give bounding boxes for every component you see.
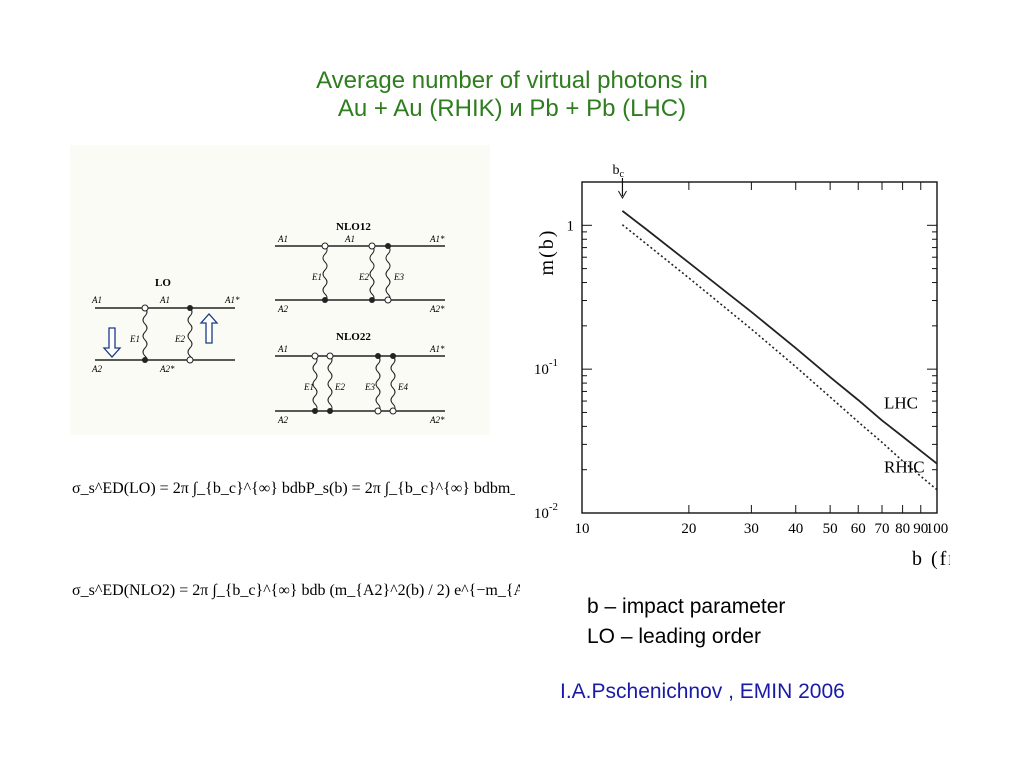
nlo22-photon-3 (375, 355, 381, 412)
x-tick-label: 70 (875, 521, 890, 537)
nlo12-photon-1 (322, 245, 328, 301)
nlo12-photon-2 (369, 245, 375, 301)
slide-title-line1: Average number of virtual photons in (316, 67, 708, 94)
series-label-lhc: LHC (884, 393, 918, 412)
lo-vertex (187, 305, 193, 311)
nlo22-e3: E3 (364, 382, 375, 392)
nlo22-photon-2 (327, 355, 333, 412)
lo-a2-in: A2 (91, 364, 102, 374)
chart-axes (581, 181, 938, 514)
note-leading-order: LO – leading order (587, 625, 761, 648)
lo-e2: E2 (174, 334, 185, 344)
slide-title-line2: Au + Au (RHIK) и Pb + Pb (LHC) (337, 95, 687, 122)
bc-annotation: bc (612, 163, 624, 180)
nlo22-diagram: NLO22 A1 A1* A2 A2* E1 E2 E3 E4 (275, 331, 445, 425)
nlo12-a1-mid: A1 (344, 234, 355, 244)
nlo12-e1: E1 (311, 272, 322, 282)
series-label-rhic: RHIC (884, 457, 925, 476)
nlo12-diagram: NLO12 A1 A1 A1* A2 A2* E1 E2 E3 (275, 221, 445, 314)
lo-diagram: LO A1 A1 A1* A2 A2* E1 E2 (91, 277, 240, 374)
x-axis-label: b (fm) (912, 548, 950, 570)
lo-vertex (142, 357, 148, 363)
nlo22-photon-4 (390, 355, 396, 412)
nlo22-e1: E1 (303, 382, 314, 392)
series-line-lhc (621, 210, 938, 465)
lo-vertex (141, 304, 149, 312)
nlo12-label: NLO12 (336, 221, 371, 233)
x-tick-label: 100 (926, 521, 949, 537)
nlo22-photon-1 (312, 355, 318, 412)
feynman-diagrams-figure: LO A1 A1 A1* A2 A2* E1 E2 NLO12 A1 A1 (70, 145, 520, 600)
y-tick-label: 1 (567, 218, 575, 234)
x-tick-label: 60 (851, 521, 866, 537)
lo-a1-out: A1* (224, 295, 240, 305)
formula-nlo2: σ_s^ED(NLO2) = 2π ∫_{b_c}^{∞} bdb (m_{A2… (72, 582, 520, 600)
nlo12-e3: E3 (393, 272, 404, 282)
lo-photon-1 (142, 307, 148, 361)
nlo12-a2-in: A2 (277, 304, 288, 314)
x-tick-label: 80 (895, 521, 910, 537)
nlo22-a1-out: A1* (429, 344, 445, 354)
nlo22-e2: E2 (334, 382, 345, 392)
lo-photon-2 (187, 307, 193, 361)
lo-a1-in: A1 (91, 295, 102, 305)
bc-arrow-head (618, 190, 627, 200)
nlo22-label: NLO22 (336, 331, 371, 343)
nlo22-a2-out: A2* (429, 415, 445, 425)
x-tick-label: 20 (681, 521, 696, 537)
nlo12-photon-3 (385, 245, 391, 301)
nlo22-a2-in: A2 (277, 415, 288, 425)
lo-a2-out: A2* (159, 364, 175, 374)
x-tick-label: 40 (788, 521, 803, 537)
note-impact-parameter: b – impact parameter (587, 595, 786, 618)
lo-a1-mid: A1 (159, 295, 170, 305)
down-arrow-icon (102, 327, 122, 358)
plot-frame (581, 181, 938, 514)
y-axis-label: m(b) (536, 229, 558, 276)
nlo12-a1-in: A1 (277, 234, 288, 244)
nlo12-a2-out: A2* (429, 304, 445, 314)
nlo12-e2: E2 (358, 272, 369, 282)
formula-lo: σ_s^ED(LO) = 2π ∫_{b_c}^{∞} bdbP_s(b) = … (72, 480, 520, 498)
x-tick-label: 90 (913, 521, 928, 537)
x-tick-label: 50 (823, 521, 838, 537)
x-tick-label: 10 (575, 521, 590, 537)
x-tick-label: 30 (744, 521, 759, 537)
nlo22-a1-in: A1 (277, 344, 288, 354)
author-credit: I.A.Pschenichnov , EMIN 2006 (560, 680, 845, 703)
chart-series (621, 210, 938, 491)
lo-e1: E1 (129, 334, 140, 344)
nlo12-a1-out: A1* (429, 234, 445, 244)
lo-label: LO (155, 277, 171, 289)
lo-vertex (186, 356, 194, 364)
up-arrow-icon (199, 313, 219, 344)
nlo22-e4: E4 (397, 382, 408, 392)
y-tick-label: 10-2 (534, 501, 558, 522)
series-line-rhic (621, 224, 938, 491)
y-tick-label: 10-1 (534, 357, 558, 378)
